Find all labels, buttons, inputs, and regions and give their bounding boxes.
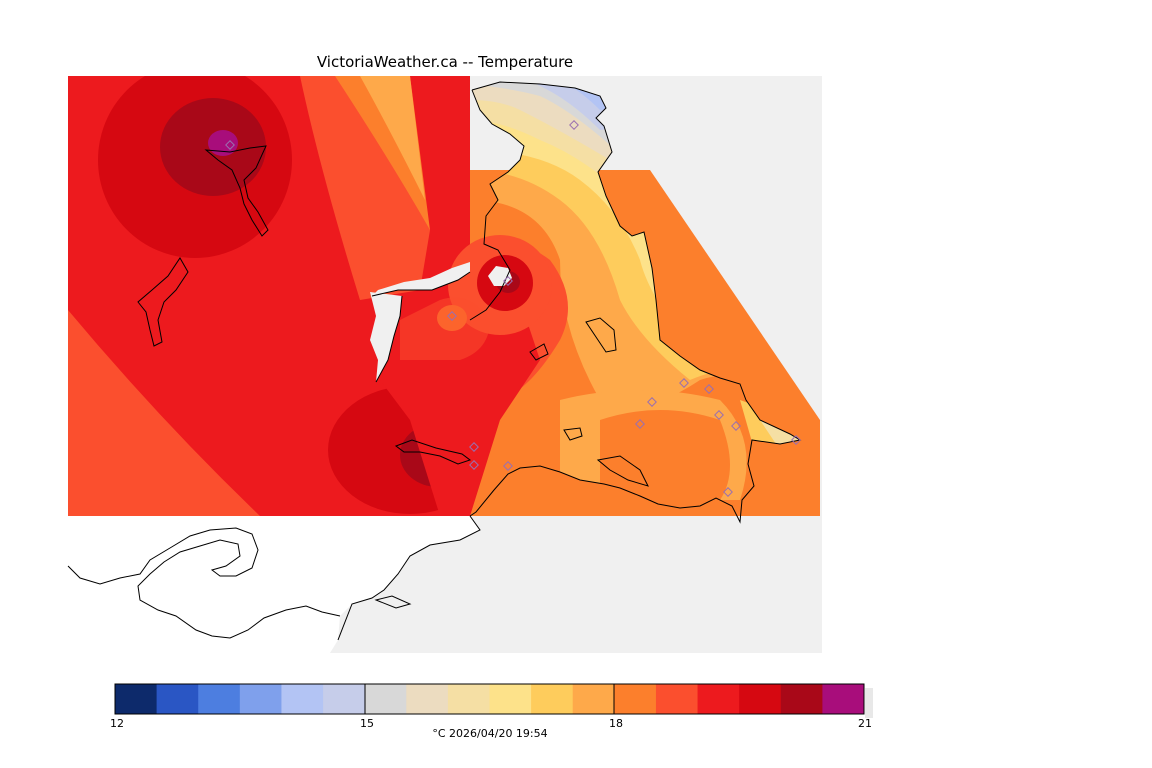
station-marker (723, 487, 733, 497)
contour-18-5-southwest (68, 310, 260, 516)
color-scale-cell (780, 684, 823, 714)
tick-label-21: 21 (858, 717, 872, 730)
station-marker (704, 384, 714, 394)
station-marker (503, 461, 513, 471)
color-scale-cell (323, 684, 366, 714)
color-scale-cell (115, 684, 158, 714)
color-scale-cell (655, 684, 699, 714)
color-scale-cell (156, 684, 199, 714)
inlet-water (370, 262, 512, 382)
tick-label-12: 12 (110, 717, 124, 730)
color-scale-cell (489, 684, 532, 714)
station-marker (503, 276, 513, 286)
station-marker (791, 435, 801, 445)
color-scale-cell (281, 684, 324, 714)
tick-label-15: 15 (360, 717, 374, 730)
station-marker (714, 410, 724, 420)
southern-land (68, 516, 480, 653)
color-scale-cell (239, 684, 282, 714)
contour-17-5-north-strait (360, 76, 425, 200)
station-marker (635, 419, 645, 429)
color-scale-cell (572, 684, 615, 714)
color-scale-cell (739, 684, 782, 714)
station-marker (225, 140, 235, 150)
color-scale-cells (115, 684, 865, 714)
station-markers (225, 120, 801, 497)
tick-label-18: 18 (609, 717, 623, 730)
station-marker (447, 311, 457, 321)
coastlines (67, 81, 802, 641)
color-scale-cell (198, 684, 241, 714)
station-marker (647, 397, 657, 407)
map-title: VictoriaWeather.ca -- Temperature (316, 53, 574, 71)
station-marker (679, 378, 689, 388)
color-scale-cell (697, 684, 740, 714)
contour-20-5-northwest (208, 130, 238, 156)
color-scale-ticks (364, 684, 615, 714)
station-marker (469, 460, 479, 470)
color-scale-cell (364, 684, 407, 714)
station-marker (731, 421, 741, 431)
color-scale-cell (531, 684, 574, 714)
station-marker (569, 120, 579, 130)
color-scale-cell (614, 684, 657, 714)
station-marker (469, 442, 479, 452)
color-scale-cell (447, 684, 490, 714)
color-scale-cell (406, 684, 449, 714)
color-scale-cell (822, 684, 865, 714)
colorbar-caption: °C 2026/04/20 19:54 (432, 727, 548, 740)
